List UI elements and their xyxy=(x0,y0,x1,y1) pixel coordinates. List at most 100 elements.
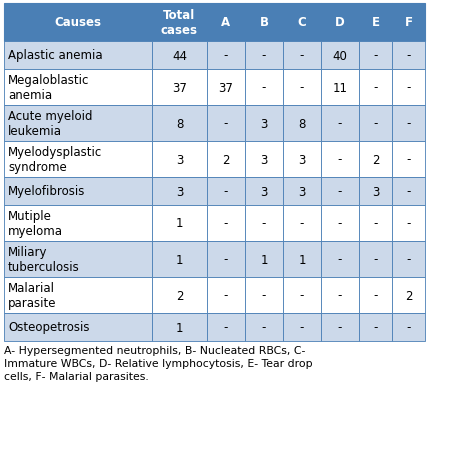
Text: 3: 3 xyxy=(372,185,379,198)
Text: -: - xyxy=(406,185,410,198)
Text: -: - xyxy=(374,81,378,94)
Text: -: - xyxy=(338,217,342,230)
Text: Mutiple
myeloma: Mutiple myeloma xyxy=(8,209,63,238)
Bar xyxy=(321,70,359,106)
Text: cells, F- Malarial parasites.: cells, F- Malarial parasites. xyxy=(4,372,149,382)
Text: 3: 3 xyxy=(176,153,183,166)
Bar xyxy=(152,70,207,106)
Text: 1: 1 xyxy=(176,321,183,334)
Text: 3: 3 xyxy=(260,153,268,166)
Bar xyxy=(207,70,245,106)
Bar xyxy=(4,142,152,178)
Text: -: - xyxy=(262,81,266,94)
Text: Acute myeloid
leukemia: Acute myeloid leukemia xyxy=(8,110,92,138)
Text: 44: 44 xyxy=(172,50,187,62)
Bar xyxy=(207,178,245,206)
Text: 1: 1 xyxy=(260,253,268,266)
Bar xyxy=(4,70,152,106)
Text: 8: 8 xyxy=(298,117,306,130)
Bar xyxy=(245,278,283,313)
Text: -: - xyxy=(224,289,228,302)
Text: -: - xyxy=(224,253,228,266)
Text: -: - xyxy=(406,321,410,334)
Text: 37: 37 xyxy=(172,81,187,94)
Text: -: - xyxy=(406,153,410,166)
Text: 1: 1 xyxy=(298,253,306,266)
Bar xyxy=(359,178,392,206)
Text: 2: 2 xyxy=(176,289,183,302)
Bar xyxy=(4,278,152,313)
Bar xyxy=(392,178,425,206)
Bar xyxy=(207,206,245,241)
Bar xyxy=(152,142,207,178)
Text: 40: 40 xyxy=(333,50,347,62)
Text: -: - xyxy=(374,321,378,334)
Bar xyxy=(392,142,425,178)
Text: B: B xyxy=(259,17,268,30)
Bar xyxy=(359,206,392,241)
Text: -: - xyxy=(300,50,304,62)
Bar xyxy=(207,313,245,341)
Text: -: - xyxy=(406,50,410,62)
Bar xyxy=(321,178,359,206)
Bar xyxy=(392,313,425,341)
Text: -: - xyxy=(338,253,342,266)
Text: -: - xyxy=(374,289,378,302)
Bar xyxy=(207,278,245,313)
Bar xyxy=(152,42,207,70)
Text: -: - xyxy=(300,321,304,334)
Bar xyxy=(392,42,425,70)
Bar xyxy=(321,241,359,278)
Text: -: - xyxy=(262,217,266,230)
Bar xyxy=(152,313,207,341)
Bar xyxy=(283,4,321,42)
Bar xyxy=(359,4,392,42)
Text: Miliary
tuberculosis: Miliary tuberculosis xyxy=(8,246,80,273)
Text: 3: 3 xyxy=(260,185,268,198)
Text: Aplastic anemia: Aplastic anemia xyxy=(8,50,103,62)
Bar xyxy=(321,4,359,42)
Text: -: - xyxy=(224,217,228,230)
Bar xyxy=(245,142,283,178)
Bar xyxy=(4,4,152,42)
Bar xyxy=(4,106,152,142)
Bar xyxy=(152,4,207,42)
Bar xyxy=(245,206,283,241)
Bar xyxy=(152,178,207,206)
Text: F: F xyxy=(404,17,412,30)
Text: -: - xyxy=(406,253,410,266)
Text: 3: 3 xyxy=(176,185,183,198)
Text: -: - xyxy=(374,50,378,62)
Text: Myelodysplastic
syndrome: Myelodysplastic syndrome xyxy=(8,146,102,174)
Bar xyxy=(152,278,207,313)
Text: -: - xyxy=(338,321,342,334)
Bar xyxy=(283,313,321,341)
Bar xyxy=(321,142,359,178)
Bar xyxy=(283,178,321,206)
Text: -: - xyxy=(406,81,410,94)
Bar xyxy=(359,70,392,106)
Bar xyxy=(207,4,245,42)
Bar xyxy=(245,313,283,341)
Bar xyxy=(321,106,359,142)
Bar xyxy=(392,70,425,106)
Text: -: - xyxy=(406,217,410,230)
Text: A- Hypersegmented neutrophils, B- Nucleated RBCs, C-: A- Hypersegmented neutrophils, B- Nuclea… xyxy=(4,346,305,356)
Text: Causes: Causes xyxy=(55,17,101,30)
Text: 1: 1 xyxy=(176,253,183,266)
Bar xyxy=(245,70,283,106)
Text: -: - xyxy=(300,81,304,94)
Text: -: - xyxy=(224,117,228,130)
Text: Myelofibrosis: Myelofibrosis xyxy=(8,185,85,198)
Bar xyxy=(4,178,152,206)
Bar xyxy=(207,241,245,278)
Bar xyxy=(4,313,152,341)
Text: 37: 37 xyxy=(219,81,233,94)
Bar xyxy=(245,241,283,278)
Text: Total
cases: Total cases xyxy=(161,9,198,37)
Bar xyxy=(245,42,283,70)
Bar xyxy=(283,42,321,70)
Text: A: A xyxy=(221,17,230,30)
Text: -: - xyxy=(300,217,304,230)
Text: -: - xyxy=(224,185,228,198)
